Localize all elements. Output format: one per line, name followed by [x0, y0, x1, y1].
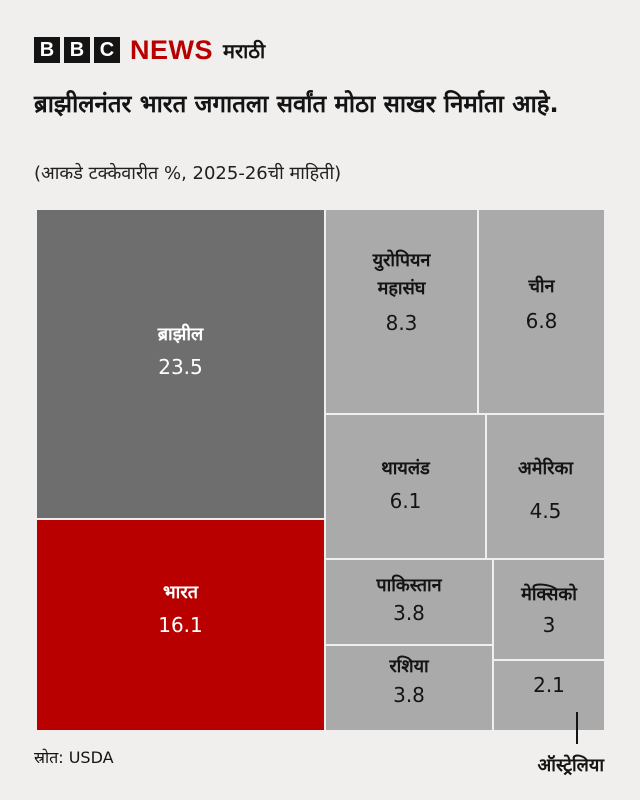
treemap-tile-australia: 2.1	[494, 661, 604, 730]
tile-label: भारत	[163, 582, 199, 603]
tile-rect	[479, 210, 604, 413]
tile-label: अमेरिका	[518, 457, 574, 479]
tile-label: ब्राझील	[157, 323, 204, 345]
tile-label: युरोपियन	[372, 249, 432, 272]
chart-subtitle: (आकडे टक्केवारीत %, 2025-26ची माहिती)	[34, 163, 342, 184]
callout-label-australia: ऑस्ट्रेलिया	[538, 754, 606, 776]
chart-title: ब्राझीलनंतर भारत जगातला सर्वांत मोठा साख…	[34, 90, 559, 118]
tile-label: चीन	[527, 275, 555, 297]
treemap-tile-pakistan: पाकिस्तान 3.8	[326, 560, 492, 644]
tile-value: 16.1	[158, 613, 203, 637]
tile-value: 6.8	[526, 309, 558, 333]
treemap-tile-china: चीन 6.8	[479, 210, 604, 413]
bbc-logo-letter: C	[94, 37, 120, 63]
treemap-tile-india: भारत 16.1	[37, 520, 324, 730]
tile-value: 4.5	[530, 499, 562, 523]
tile-rect	[326, 560, 492, 644]
treemap-tile-russia: रशिया 3.8	[326, 646, 492, 730]
tile-rect	[326, 646, 492, 730]
language-label: मराठी	[223, 38, 266, 63]
tile-value: 8.3	[386, 311, 418, 335]
treemap-tile-mexico: मेक्सिको 3	[494, 560, 604, 659]
tile-value: 3	[543, 613, 556, 637]
tile-label: पाकिस्तान	[375, 574, 442, 596]
tile-value: 6.1	[390, 489, 422, 513]
tile-rect	[494, 661, 604, 730]
treemap-tile-brazil: ब्राझील 23.5	[37, 210, 324, 518]
treemap-tile-usa: अमेरिका 4.5	[487, 415, 604, 558]
tile-label: महासंघ	[377, 278, 427, 299]
treemap-tile-thailand: थायलंड 6.1	[326, 415, 485, 558]
tile-value: 3.8	[393, 601, 425, 625]
tile-label: मेक्सिको	[520, 583, 578, 605]
tile-rect	[494, 560, 604, 659]
news-wordmark: NEWS	[130, 34, 213, 65]
tile-value: 2.1	[533, 673, 565, 697]
tile-value: 3.8	[393, 683, 425, 707]
tile-rect	[326, 210, 477, 413]
tile-label: रशिया	[388, 655, 430, 677]
tile-rect	[487, 415, 604, 558]
bbc-logo-letter: B	[64, 37, 90, 63]
tile-label: थायलंड	[381, 458, 431, 479]
tile-rect	[37, 210, 324, 518]
tile-value: 23.5	[158, 355, 203, 379]
bbc-news-marathi-logo: B B C NEWS मराठी	[34, 34, 266, 65]
bbc-logo-letter: B	[34, 37, 60, 63]
treemap-tile-european-union: युरोपियन महासंघ 8.3	[326, 210, 477, 413]
source-credit: स्रोत: USDA	[34, 748, 114, 767]
tile-rect	[326, 415, 485, 558]
tile-rect	[37, 520, 324, 730]
